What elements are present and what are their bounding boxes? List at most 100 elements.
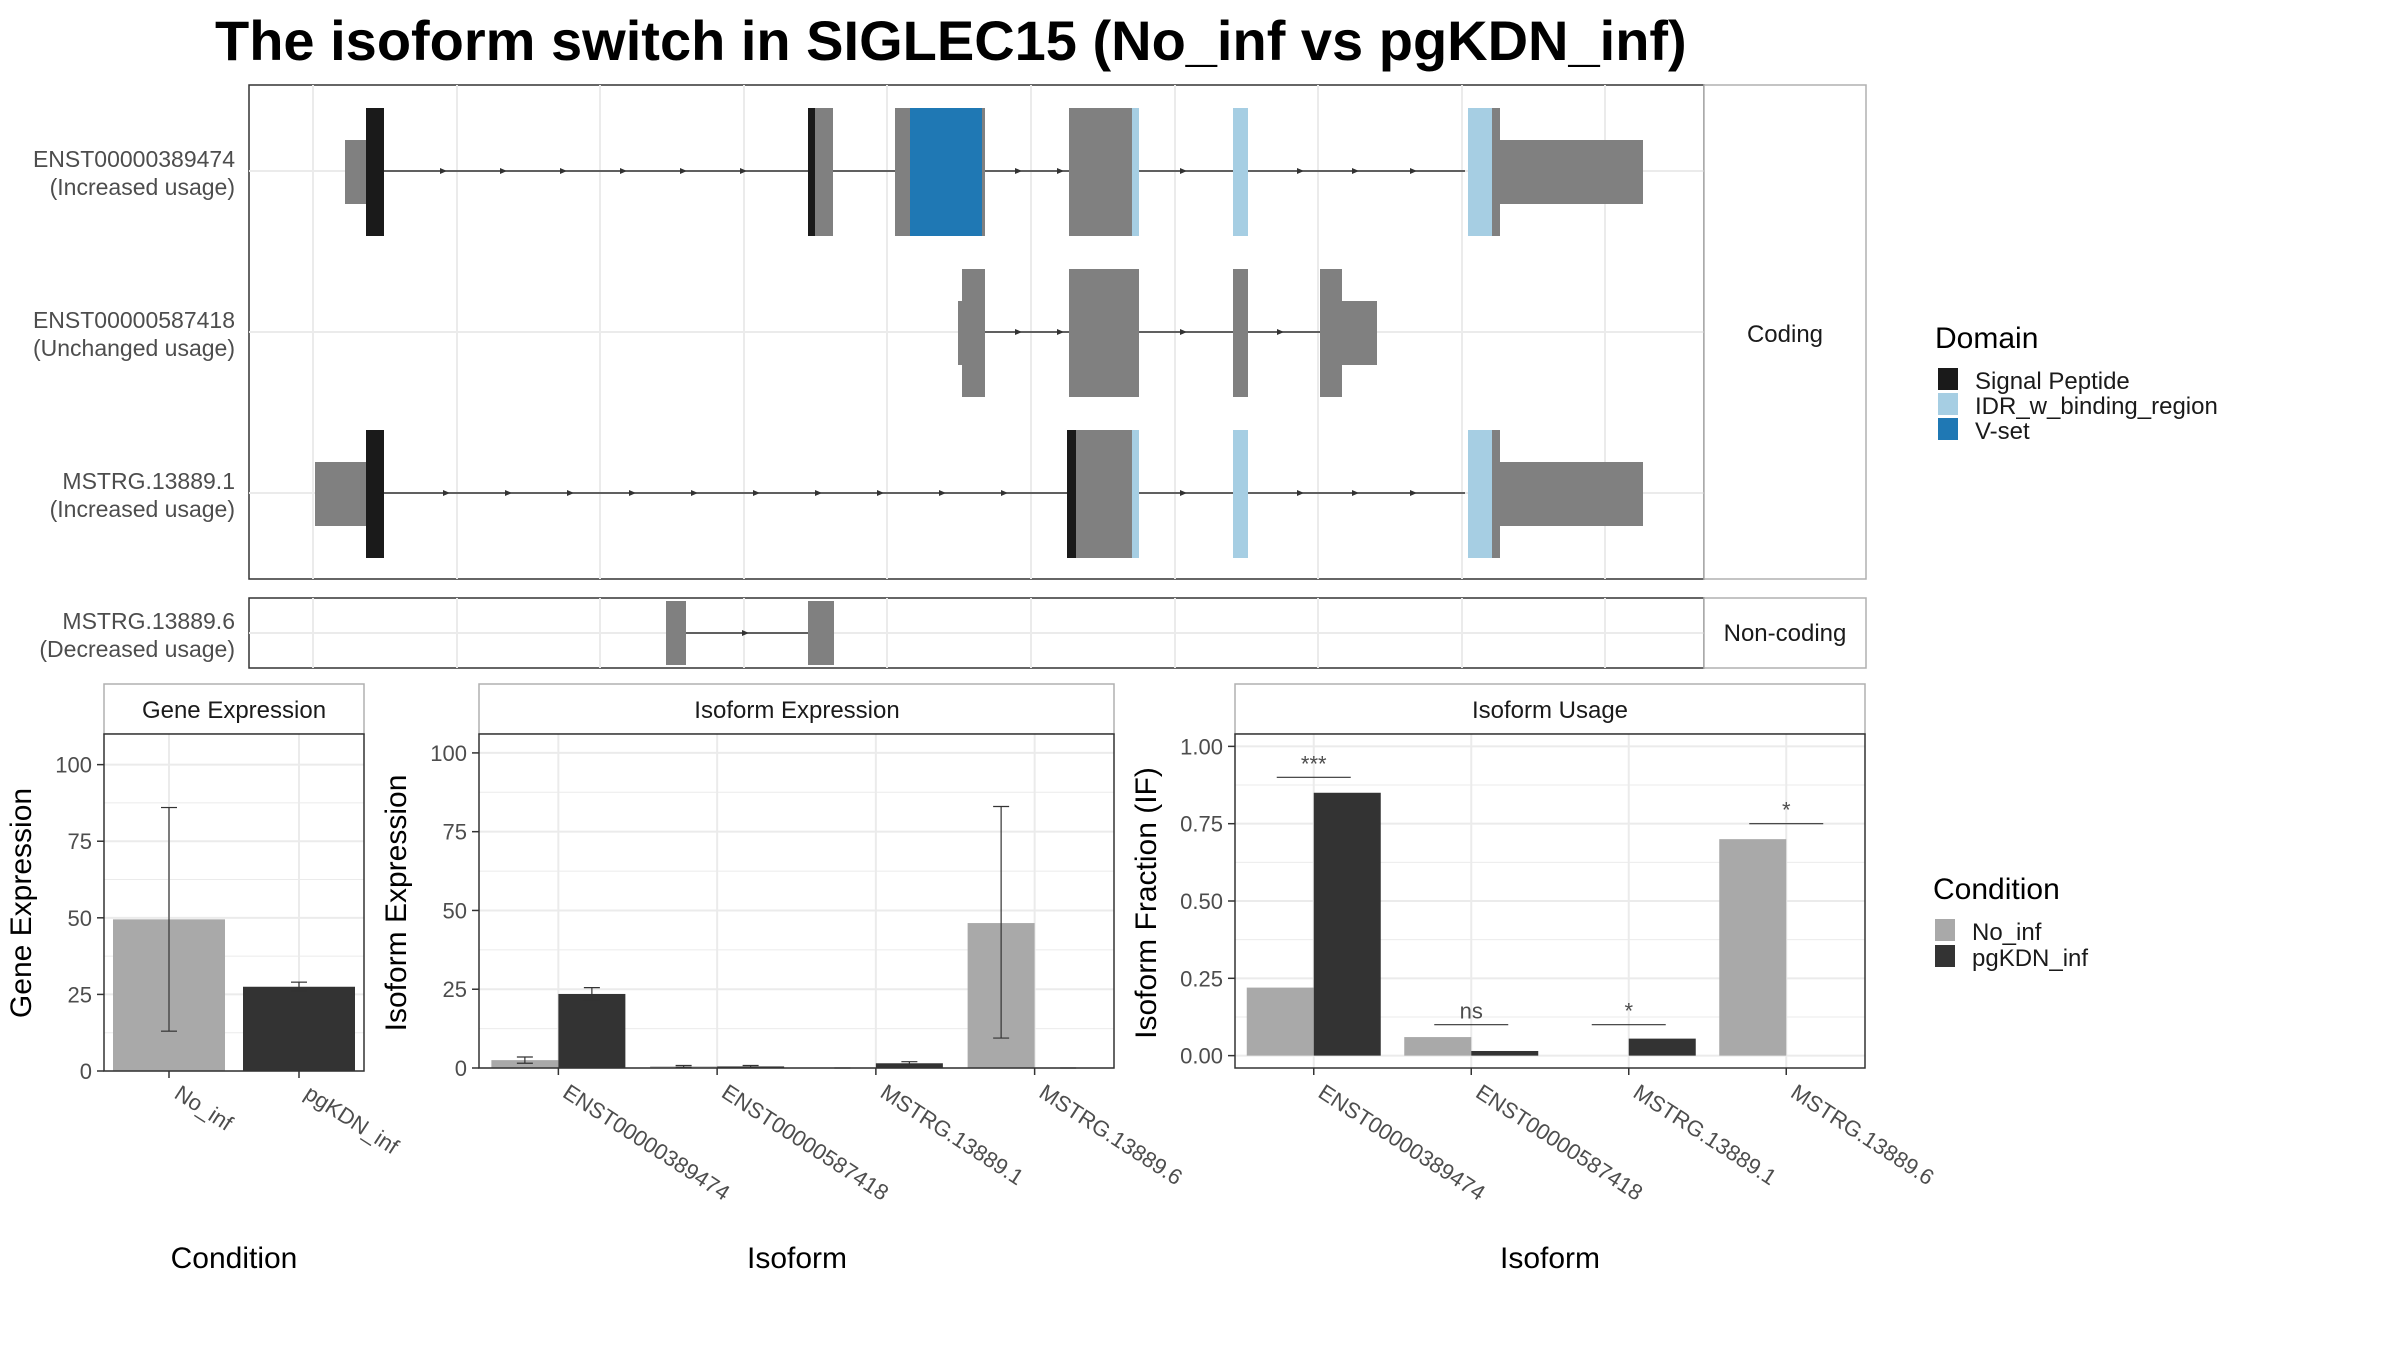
- bar: [243, 986, 355, 1071]
- utr-block: [1500, 462, 1643, 526]
- chart-strip: [103, 683, 365, 735]
- y-tick-label: 50: [68, 906, 92, 931]
- y-tick-label: 50: [443, 898, 467, 923]
- bars: *** ns * *: [1246, 751, 1824, 1056]
- y-tick-label: 100: [430, 741, 467, 766]
- structure-panel-noncoding: MSTRG.13889.6 (Decreased usage) Non-codi…: [39, 597, 1867, 669]
- significance-label: ***: [1301, 751, 1327, 776]
- utr-block: [1342, 301, 1377, 365]
- exon-block: [1233, 269, 1248, 397]
- y-tick-label: 100: [55, 753, 92, 778]
- transcript-enst00000389474: [345, 108, 1643, 236]
- y-tick-label: 0.00: [1180, 1044, 1223, 1069]
- utr-block: [345, 140, 367, 204]
- legend-swatch-idr: [1938, 393, 1958, 415]
- exon-block: [962, 269, 985, 397]
- bars: [491, 805, 1077, 1069]
- y-axis-title: Gene Expression: [5, 788, 38, 1018]
- isoform-label-status: (Increased usage): [50, 174, 235, 200]
- transcript-mstrg-13889-6: [666, 601, 834, 665]
- legend-label-idr: IDR_w_binding_region: [1975, 393, 2218, 420]
- y-axis-title: Isoform Fraction (IF): [1130, 767, 1163, 1039]
- transcript-enst00000587418: [958, 269, 1377, 397]
- facet-label-noncoding: Non-coding: [1724, 620, 1847, 647]
- isoform-labels-coding: ENST00000389474 (Increased usage) ENST00…: [33, 146, 235, 522]
- bar: [1471, 1050, 1539, 1056]
- isoform-label-id: ENST00000587418: [33, 307, 235, 333]
- exon-block: [808, 601, 834, 665]
- legend-label-pgkdn-inf: pgKDN_inf: [1972, 945, 2088, 972]
- idr-block: [1233, 108, 1248, 236]
- figure-title: The isoform switch in SIGLEC15 (No_inf v…: [215, 9, 1687, 72]
- exon-block: [815, 108, 833, 236]
- utr-block: [958, 301, 962, 365]
- exon-block: [1069, 269, 1139, 397]
- bar: [1719, 839, 1787, 1056]
- significance-label: *: [1624, 999, 1633, 1024]
- idr-block: [1468, 108, 1492, 236]
- chart-strip: [1234, 683, 1866, 735]
- y-tick-label: 1.00: [1180, 734, 1223, 759]
- y-ticks: 0 25 50 75 100: [430, 741, 479, 1081]
- idr-block: [1233, 430, 1248, 558]
- isoform-label-status: (Decreased usage): [39, 636, 235, 662]
- exon-block: [982, 108, 985, 236]
- x-axis-title: Isoform: [747, 1242, 847, 1275]
- signal-peptide-block: [366, 430, 384, 558]
- exon-block: [1492, 108, 1500, 236]
- facet-strip-noncoding: [1703, 597, 1867, 669]
- vset-domain-block: [910, 108, 982, 236]
- signal-peptide-block: [1067, 430, 1076, 558]
- y-tick-label: 0.50: [1180, 889, 1223, 914]
- y-ticks: 0 25 50 75 100: [55, 753, 104, 1084]
- x-axis-title: Condition: [171, 1242, 298, 1275]
- legend-label-vset: V-set: [1975, 418, 2030, 445]
- idr-block: [1132, 430, 1139, 558]
- exon-block: [1069, 108, 1132, 236]
- intron-arrows: [443, 490, 1417, 496]
- domain-legend-title: Domain: [1935, 322, 2038, 355]
- isoform-label-status: (Increased usage): [50, 496, 235, 522]
- chart-title: Isoform Expression: [694, 697, 899, 724]
- condition-legend-title: Condition: [1933, 873, 2060, 906]
- bars: [113, 806, 355, 1071]
- exon-block: [895, 108, 910, 236]
- isoform-label-id: MSTRG.13889.6: [62, 608, 235, 634]
- domain-legend: Domain Signal Peptide IDR_w_binding_regi…: [1935, 322, 2218, 445]
- condition-legend: Condition No_inf pgKDN_inf: [1933, 873, 2088, 972]
- y-tick-label: 0.75: [1180, 812, 1223, 837]
- y-tick-label: 0: [80, 1059, 92, 1084]
- bar: [1404, 1037, 1472, 1056]
- chart-title: Isoform Usage: [1472, 697, 1628, 724]
- exon-block: [666, 601, 686, 665]
- exon-block: [1492, 430, 1500, 558]
- plot-border: [478, 733, 1115, 1069]
- chart-title: Gene Expression: [142, 697, 326, 724]
- idr-block: [1468, 430, 1492, 558]
- y-tick-label: 75: [68, 829, 92, 854]
- y-tick-label: 0: [455, 1056, 467, 1081]
- y-ticks: 0.00 0.25 0.50 0.75 1.00: [1180, 734, 1235, 1069]
- bar: [1628, 1038, 1696, 1056]
- signal-peptide-block: [366, 108, 384, 236]
- signal-peptide-block: [808, 108, 815, 236]
- y-axis-title: Isoform Expression: [380, 775, 413, 1032]
- utr-block: [1500, 140, 1643, 204]
- structure-panel-coding: ENST00000389474 (Increased usage) ENST00…: [33, 84, 1867, 580]
- isoform-label-id: MSTRG.13889.1: [62, 468, 235, 494]
- bar: [491, 1060, 559, 1068]
- transcript-mstrg-13889-1: [315, 430, 1643, 558]
- isoform-label-id: ENST00000389474: [33, 146, 235, 172]
- chart-strip: [478, 683, 1115, 735]
- facet-label-coding: Coding: [1747, 321, 1823, 348]
- isoform-label-status: (Unchanged usage): [33, 335, 235, 361]
- idr-block: [1132, 108, 1139, 236]
- bar: [875, 1063, 943, 1068]
- noncoding-gridlines: [249, 598, 1704, 668]
- gridlines: [479, 734, 1114, 1069]
- y-tick-label: 25: [68, 982, 92, 1007]
- legend-label-signal-peptide: Signal Peptide: [1975, 368, 2130, 395]
- significance-label: *: [1782, 798, 1791, 823]
